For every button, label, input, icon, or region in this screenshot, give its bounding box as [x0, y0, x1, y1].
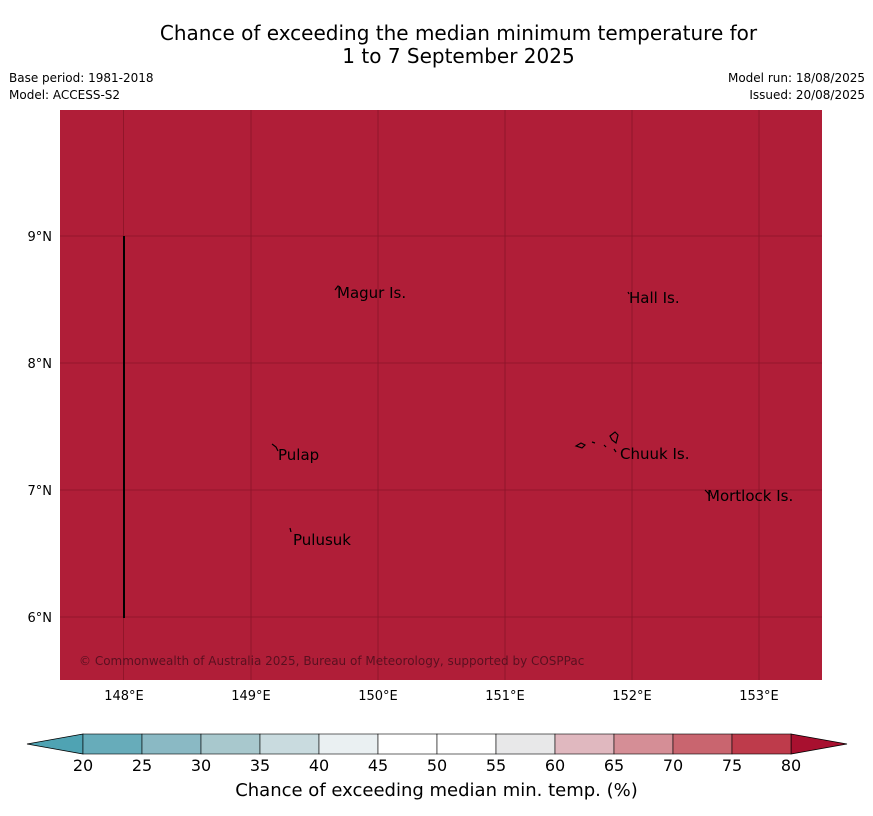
lon-tick-label: 151°E [485, 689, 525, 704]
colorbar-segment [495, 733, 556, 755]
meta-right: Model run: 18/08/2025 Issued: 20/08/2025 [728, 70, 865, 104]
model-run: Model run: 18/08/2025 [727, 71, 865, 85]
colorbar-segment [259, 733, 320, 755]
colorbar-tick-label: 40 [309, 756, 329, 775]
colorbar-label: Chance of exceeding median min. temp. (%… [235, 780, 638, 801]
island-mortlock [704, 489, 711, 497]
colorbar-segment [613, 733, 674, 755]
lat-tick-label: 7°N [28, 484, 53, 499]
colorbar-tick-label: 65 [604, 756, 624, 775]
colorbar-segment [554, 733, 615, 755]
colorbar-segment [377, 733, 438, 755]
colorbar-tick-label: 20 [73, 756, 93, 775]
colorbar-segment [318, 733, 379, 755]
colorbar-over-arrow [790, 733, 848, 755]
colorbar-tick-label: 35 [250, 756, 270, 775]
issued-date: Issued: 20/08/2025 [749, 88, 865, 102]
colorbar-under-arrow [26, 733, 84, 755]
title-line-2: 1 to 7 September 2025 [342, 44, 575, 68]
colorbar-segment [672, 733, 733, 755]
map-area [60, 110, 822, 680]
colorbar-tick-label: 55 [486, 756, 506, 775]
colorbar-segment [82, 733, 143, 755]
lon-tick-label: 149°E [231, 689, 271, 704]
lon-tick-label: 152°E [612, 689, 652, 704]
colorbar-tick-label: 30 [191, 756, 211, 775]
colorbar-tick-label: 75 [722, 756, 742, 775]
colorbar-tick-label: 50 [427, 756, 447, 775]
colorbar-tick-label: 25 [132, 756, 152, 775]
title-line-1: Chance of exceeding the median minimum t… [159, 21, 758, 45]
colorbar-segment [731, 733, 792, 755]
colorbar: 20 25 30 35 40 45 50 55 60 65 70 75 80 [26, 733, 848, 775]
place-label: Chuuk Is. [620, 445, 689, 463]
place-label: Mortlock Is. [707, 487, 793, 505]
lon-tick-label: 153°E [739, 689, 779, 704]
island-chuuk [574, 431, 619, 453]
colorbar-segment [436, 733, 497, 755]
map: Magur Is. Hall Is. Pulap Chuuk Is. Mortl… [28, 110, 822, 704]
chart-title: Chance of exceeding the median minimum t… [0, 22, 873, 68]
colorbar-tick-label: 80 [781, 756, 801, 775]
place-label: Hall Is. [629, 289, 680, 307]
copyright-text: © Commonwealth of Australia 2025, Bureau… [79, 654, 584, 668]
island-hall [627, 291, 630, 295]
island-magur [334, 285, 341, 291]
colorbar-tick-label: 60 [545, 756, 565, 775]
base-period: Base period: 1981-2018 [9, 71, 154, 85]
colorbar-segment [200, 733, 261, 755]
place-label: Pulusuk [293, 531, 351, 549]
lat-tick-label: 8°N [28, 357, 53, 372]
model-name: Model: ACCESS-S2 [9, 88, 121, 102]
place-label: Pulap [278, 446, 319, 464]
lat-tick-label: 6°N [28, 611, 53, 626]
islands [271, 285, 711, 533]
place-label: Magur Is. [337, 284, 406, 302]
colorbar-segment [141, 733, 202, 755]
meta-left: Base period: 1981-2018 Model: ACCESS-S2 [9, 70, 154, 104]
lon-tick-label: 150°E [358, 689, 398, 704]
colorbar-tick-label: 70 [663, 756, 683, 775]
island-pulusuk [289, 527, 292, 533]
island-pulap [271, 443, 279, 452]
lon-tick-label: 148°E [104, 689, 144, 704]
colorbar-tick-label: 45 [368, 756, 388, 775]
lat-tick-label: 9°N [28, 230, 53, 245]
